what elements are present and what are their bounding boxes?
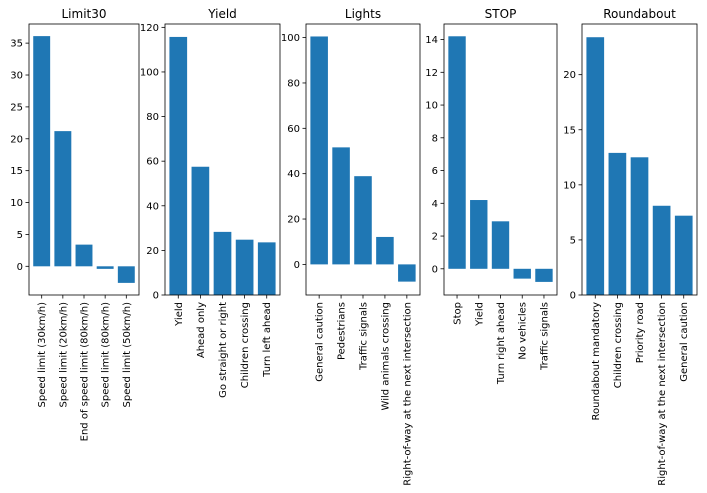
bar: [235, 239, 254, 295]
bar: [535, 268, 553, 282]
x-tick-label: Traffic signals: [539, 302, 550, 371]
y-tick-label: 60: [287, 124, 300, 135]
bar: [191, 166, 210, 295]
bar: [630, 157, 649, 295]
y-tick-label: 100: [140, 67, 159, 78]
y-tick-label: 20: [10, 134, 23, 145]
bar: [257, 242, 276, 295]
subplot-title: Limit30: [61, 7, 106, 21]
x-tick-label: Right-of-way at the next intersection: [657, 302, 668, 486]
subplot-0: 0 5 10 15 20 25 30 35 Speed limit (30km/h) Speed …: [10, 7, 140, 441]
subplot-title: Lights: [345, 7, 381, 21]
y-tick-label: 25: [10, 102, 23, 113]
y-tick-label: 12: [425, 68, 438, 79]
bar: [448, 36, 466, 269]
subplot-title: Yield: [207, 7, 237, 21]
x-tick-label: Speed limit (20km/h): [58, 302, 69, 408]
y-tick-label: 20: [287, 215, 300, 226]
y-tick-label: 2: [432, 232, 438, 243]
y-tick-label: 15: [563, 125, 576, 136]
x-tick-label: Children crossing: [240, 302, 251, 388]
y-tick-label: 0: [17, 262, 23, 273]
subplot-title: Roundabout: [603, 7, 676, 21]
y-tick-label: 5: [17, 230, 23, 241]
subplot-title: STOP: [485, 7, 517, 21]
y-tick-label: 4: [432, 199, 438, 210]
x-tick-label: No vehicles: [518, 302, 529, 360]
x-tick-label: Children crossing: [613, 302, 624, 388]
y-tick-label: 40: [146, 201, 159, 212]
bar: [608, 152, 627, 295]
x-tick-label: Speed limit (80km/h): [101, 302, 112, 408]
y-tick-label: 10: [10, 198, 23, 209]
y-tick-label: 100: [281, 33, 300, 44]
bar: [169, 36, 188, 296]
x-tick-label: End of speed limit (80km/h): [80, 302, 91, 441]
bar: [332, 147, 350, 265]
x-tick-label: Ahead only: [196, 302, 207, 358]
subplot-1: 0 20 40 60 80 100 120 Yield Ahead only Go straigh…: [140, 7, 281, 398]
bar: [310, 36, 328, 265]
y-tick-label: 0: [432, 264, 438, 275]
bar: [470, 200, 488, 269]
y-tick-label: 80: [146, 112, 159, 123]
x-tick-label: Wild animals crossing: [380, 302, 391, 410]
y-tick-label: 6: [432, 166, 438, 177]
y-tick-label: 14: [425, 35, 438, 46]
bar: [586, 37, 605, 295]
y-tick-label: 0: [570, 291, 576, 302]
x-tick-label: Yield: [174, 302, 185, 327]
y-tick-label: 10: [425, 101, 438, 112]
x-tick-label: Roundabout mandatory: [591, 302, 602, 421]
bar: [117, 266, 135, 283]
x-tick-label: Speed limit (30km/h): [37, 302, 48, 408]
bar: [376, 236, 394, 265]
bar: [491, 221, 510, 269]
y-tick-label: 30: [10, 71, 23, 82]
bar: [398, 264, 416, 282]
x-tick-label: General caution: [679, 302, 690, 382]
bar: [513, 268, 531, 279]
x-tick-label: Turn right ahead: [496, 302, 507, 385]
x-tick-label: Speed limit (50km/h): [122, 302, 133, 408]
y-tick-label: 0: [153, 291, 159, 302]
y-tick-label: 10: [563, 180, 576, 191]
bar: [54, 131, 72, 267]
bar: [75, 244, 93, 267]
bar: [674, 215, 693, 295]
x-tick-label: Right-of-way at the next intersection: [402, 302, 413, 486]
y-tick-label: 80: [287, 78, 300, 89]
x-tick-label: Traffic signals: [359, 302, 370, 371]
y-tick-label: 20: [146, 246, 159, 257]
x-tick-label: Go straight or right: [218, 302, 229, 398]
x-tick-label: Yield: [474, 302, 485, 327]
y-tick-label: 120: [140, 23, 159, 34]
bar: [213, 231, 232, 295]
subplot-3: 0 2 4 6 8 10 12 14 Stop Yield Turn right ahead No v…: [425, 7, 558, 385]
bar: [96, 266, 114, 269]
y-tick-label: 5: [570, 235, 576, 246]
y-tick-label: 20: [563, 70, 576, 81]
y-tick-label: 0: [294, 260, 300, 271]
bar: [33, 36, 51, 267]
y-tick-label: 15: [10, 166, 23, 177]
x-tick-label: Pedestrians: [337, 302, 348, 360]
y-tick-label: 8: [432, 133, 438, 144]
x-tick-label: Stop: [453, 302, 464, 325]
subplot-2: 0 20 40 60 80 100 General caution Pedestrians Tr…: [281, 7, 421, 486]
x-tick-label: Turn left ahead: [262, 302, 273, 378]
bar: [652, 205, 671, 295]
y-tick-label: 60: [146, 157, 159, 168]
y-tick-label: 40: [287, 169, 300, 180]
x-tick-label: General caution: [315, 302, 326, 382]
x-tick-label: Priority road: [635, 302, 646, 363]
bar: [354, 176, 372, 265]
subplot-4: 0 5 10 15 20 Roundabout mandatory Children cro…: [563, 7, 698, 486]
y-tick-label: 35: [10, 39, 23, 50]
